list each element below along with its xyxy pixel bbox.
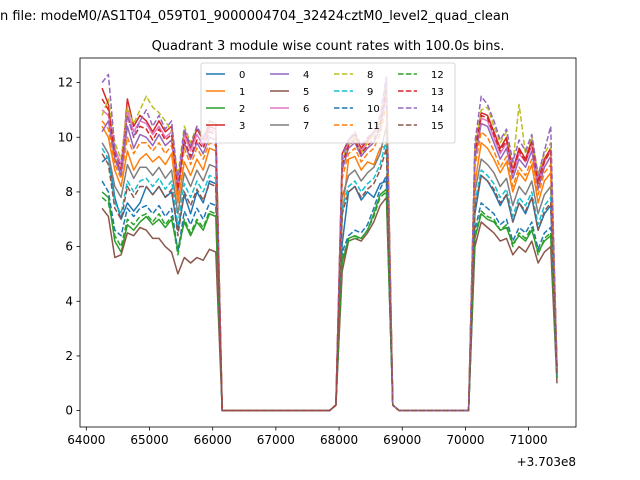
legend-label-15: 15: [431, 121, 444, 132]
y-tick-label: 4: [65, 294, 73, 308]
x-tick-label: 64000: [67, 433, 105, 447]
legend-label-3: 3: [239, 121, 245, 132]
legend-label-12: 12: [431, 70, 444, 81]
x-tick-label: 66000: [194, 433, 232, 447]
y-tick-label: 0: [65, 404, 73, 418]
legend-label-11: 11: [367, 121, 380, 132]
x-tick-label: 65000: [130, 433, 168, 447]
series-lines: [101, 73, 558, 412]
x-offset-label: +3.703e8: [517, 455, 576, 469]
x-tick-label: 71000: [510, 433, 548, 447]
legend-label-4: 4: [303, 70, 309, 81]
legend-box: [200, 62, 456, 144]
y-tick-label: 6: [65, 240, 73, 254]
x-tick-label: 67000: [257, 433, 295, 447]
y-tick-label: 8: [65, 185, 73, 199]
legend-label-8: 8: [367, 70, 373, 81]
y-tick-label: 2: [65, 349, 73, 363]
legend-label-6: 6: [303, 104, 309, 115]
figure-title: n file: modeM0/AS1T04_059T01_9000004704_…: [0, 9, 509, 24]
x-tick-label: 69000: [383, 433, 421, 447]
series-line-15: [101, 147, 558, 412]
series-line-13: [101, 87, 558, 412]
plot-area: 64000 65000 66000 67000 68000 69000 70000 71000…: [58, 57, 577, 447]
y-tick-label: 10: [58, 130, 73, 144]
legend-label-14: 14: [431, 104, 444, 115]
legend-label-1: 1: [239, 87, 245, 98]
legend-label-9: 9: [367, 87, 373, 98]
legend-label-13: 13: [431, 87, 444, 98]
axes-frame: [79, 57, 577, 428]
x-tick-label: 70000: [446, 433, 484, 447]
y-tick-label: 12: [58, 76, 73, 90]
series-line-14: [101, 73, 558, 412]
legend-label-0: 0: [239, 70, 245, 81]
legend-label-5: 5: [303, 87, 309, 98]
x-tick-label: 68000: [320, 433, 358, 447]
legend-label-2: 2: [239, 104, 245, 115]
legend-label-7: 7: [303, 121, 309, 132]
chart-title: Quadrant 3 module wise count rates with …: [152, 39, 505, 54]
legend-label-10: 10: [367, 104, 380, 115]
